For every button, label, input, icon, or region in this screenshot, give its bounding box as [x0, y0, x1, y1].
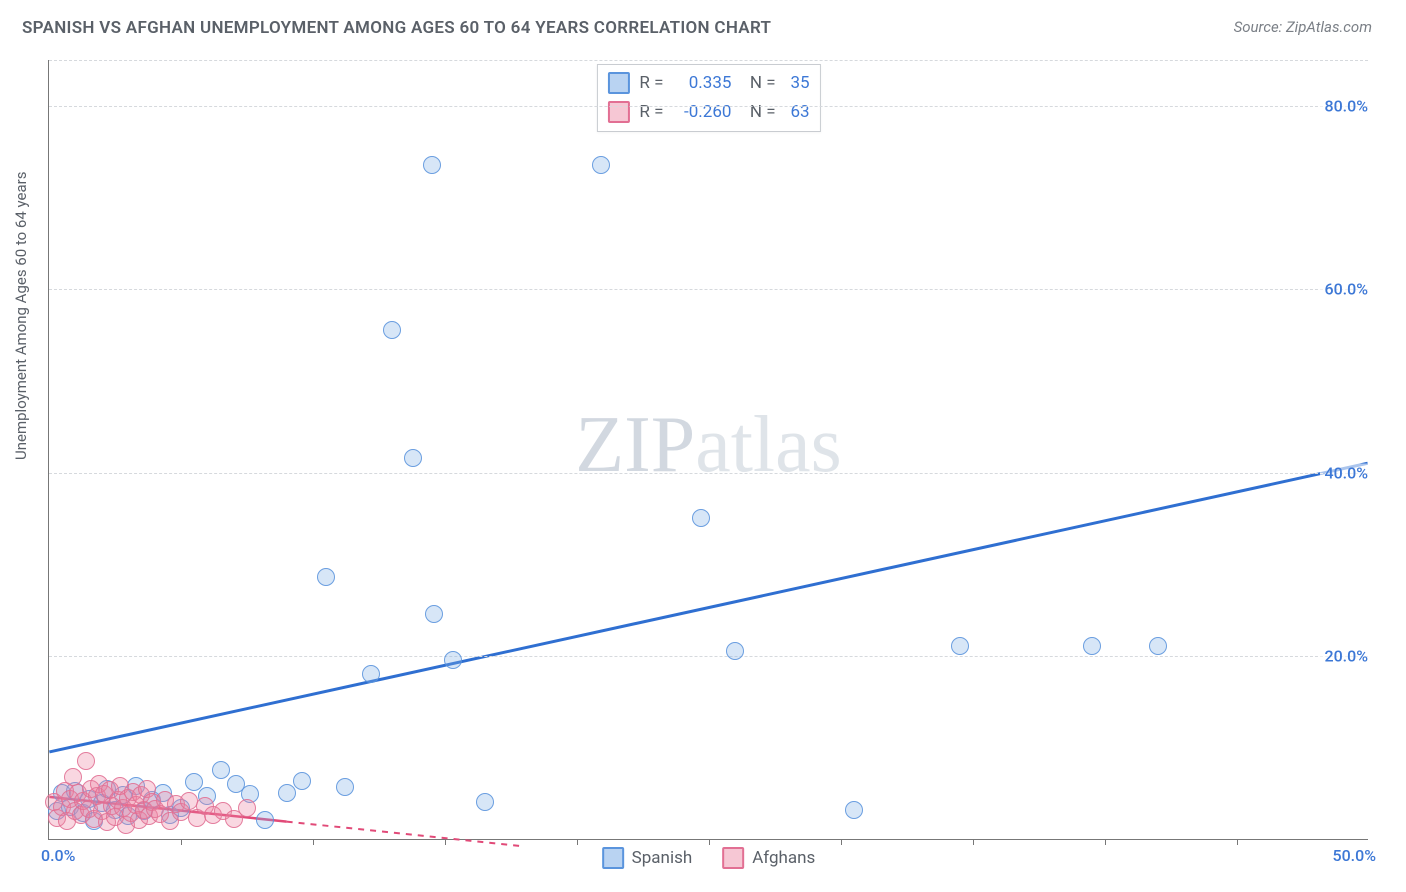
data-point	[592, 156, 610, 174]
legend-swatch	[607, 72, 629, 94]
legend-label: Afghans	[752, 848, 815, 868]
data-point	[726, 642, 744, 660]
r-label: R =	[639, 98, 663, 127]
data-point	[278, 784, 296, 802]
x-axis-tick-mark	[709, 839, 710, 845]
data-point	[423, 156, 441, 174]
data-point	[1149, 637, 1167, 655]
x-axis-tick-mark	[1105, 839, 1106, 845]
x-axis-end-tick: 50.0%	[1332, 846, 1376, 865]
y-axis-label: Unemployment Among Ages 60 to 64 years	[12, 172, 30, 460]
n-label: N =	[741, 69, 775, 98]
y-axis-tick-label: 60.0%	[1320, 280, 1372, 299]
data-point	[238, 799, 256, 817]
n-value: 35	[786, 69, 810, 98]
r-value: -0.260	[673, 98, 731, 127]
trend-line	[287, 822, 524, 847]
gridline	[49, 106, 1368, 107]
legend-item: Spanish	[602, 847, 693, 869]
gridline	[49, 289, 1368, 290]
trend-lines-svg	[49, 60, 1368, 839]
data-point	[692, 509, 710, 527]
y-axis-tick-label: 40.0%	[1320, 463, 1372, 482]
data-point	[951, 637, 969, 655]
y-axis-tick-label: 80.0%	[1320, 96, 1372, 115]
series-legend: Spanish Afghans	[602, 847, 816, 869]
r-value: 0.335	[673, 69, 731, 98]
n-label: N =	[741, 98, 775, 127]
trend-line	[49, 463, 1367, 752]
x-axis-tick-mark	[1237, 839, 1238, 845]
data-point	[317, 568, 335, 586]
data-point	[77, 752, 95, 770]
x-axis-tick-mark	[313, 839, 314, 845]
data-point	[845, 801, 863, 819]
legend-swatch	[602, 847, 624, 869]
legend-item: Afghans	[722, 847, 815, 869]
chart-container: SPANISH VS AFGHAN UNEMPLOYMENT AMONG AGE…	[0, 0, 1406, 892]
legend-label: Spanish	[632, 848, 693, 868]
gridline	[49, 60, 1368, 61]
legend-swatch	[607, 101, 629, 123]
legend-swatch	[722, 847, 744, 869]
chart-title: SPANISH VS AFGHAN UNEMPLOYMENT AMONG AGE…	[22, 18, 771, 38]
data-point	[256, 811, 274, 829]
x-axis-tick-mark	[973, 839, 974, 845]
x-axis-tick-mark	[841, 839, 842, 845]
data-point	[64, 768, 82, 786]
data-point	[404, 449, 422, 467]
data-point	[362, 665, 380, 683]
gridline	[49, 656, 1368, 657]
y-axis-tick-label: 20.0%	[1320, 647, 1372, 666]
data-point	[444, 651, 462, 669]
data-point	[476, 793, 494, 811]
x-axis-origin-tick: 0.0%	[41, 846, 75, 865]
legend-stat-row: R = -0.260 N = 63	[607, 98, 809, 127]
r-label: R =	[639, 69, 663, 98]
legend-stat-row: R = 0.335 N = 35	[607, 69, 809, 98]
data-point	[383, 321, 401, 339]
data-point	[1083, 637, 1101, 655]
stats-legend: R = 0.335 N = 35R = -0.260 N = 63	[596, 64, 820, 132]
data-point	[212, 761, 230, 779]
gridline	[49, 473, 1368, 474]
x-axis-tick-mark	[445, 839, 446, 845]
data-point	[425, 605, 443, 623]
n-value: 63	[786, 98, 810, 127]
source-attribution: Source: ZipAtlas.com	[1234, 18, 1372, 36]
plot-area: ZIPatlas R = 0.335 N = 35R = -0.260 N = …	[48, 60, 1368, 840]
data-point	[336, 778, 354, 796]
x-axis-tick-mark	[577, 839, 578, 845]
x-axis-tick-mark	[181, 839, 182, 845]
data-point	[293, 772, 311, 790]
